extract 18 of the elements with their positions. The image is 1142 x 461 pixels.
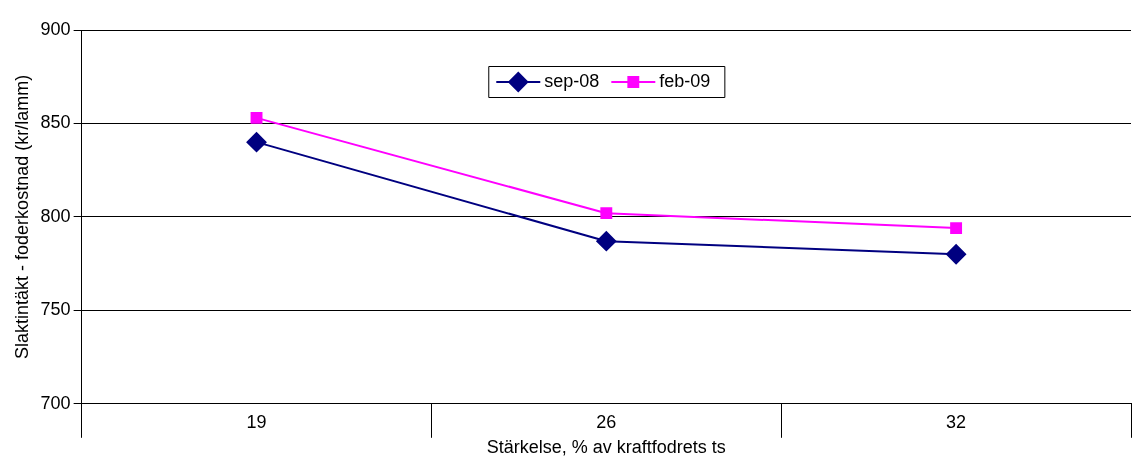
- point: [250, 111, 263, 124]
- point: [946, 244, 967, 265]
- y-axis-title: Slaktintäkt - foderkostnad (kr/lamm): [11, 74, 32, 359]
- point: [600, 207, 613, 220]
- y-tick-label: 850: [40, 112, 71, 133]
- legend-label: sep-08: [544, 70, 600, 91]
- y-tick-label: 750: [40, 299, 71, 320]
- x-tick-label: 26: [596, 411, 617, 432]
- point: [596, 231, 617, 252]
- point: [950, 222, 963, 235]
- x-tick-label: 32: [946, 411, 967, 432]
- y-tick-label: 900: [40, 18, 71, 39]
- x-axis-title: Stärkelse, % av kraftfodrets ts: [486, 437, 726, 458]
- y-tick-label: 800: [40, 205, 71, 226]
- y-tick-label: 700: [40, 392, 71, 413]
- x-tick-label: 19: [246, 411, 267, 432]
- point: [246, 132, 267, 153]
- legend-label: feb-09: [659, 70, 711, 91]
